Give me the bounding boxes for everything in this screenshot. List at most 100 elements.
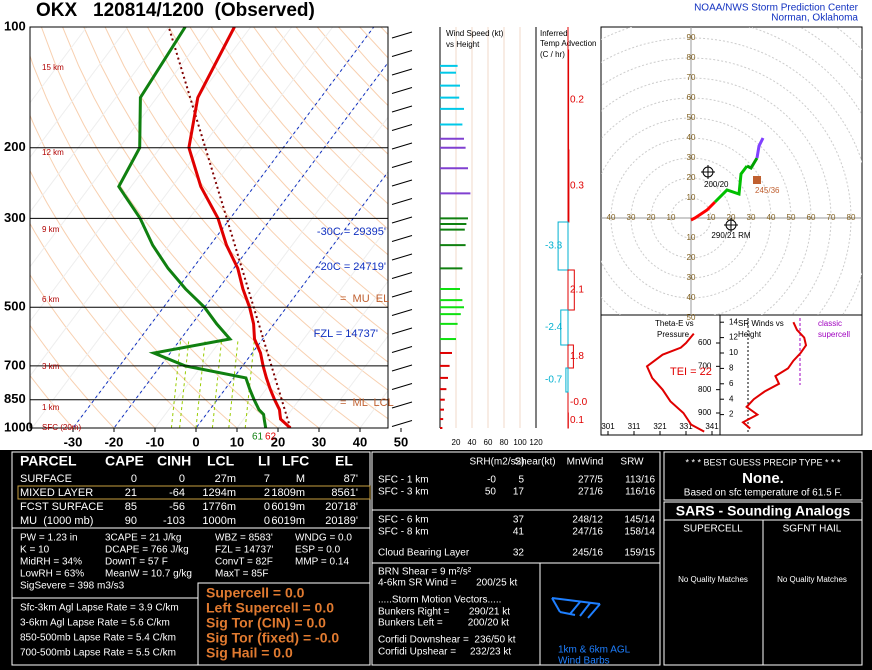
advection-label: 2.1: [570, 285, 584, 296]
advection-label: -0.7: [545, 375, 563, 386]
height-label: SFC (20m): [42, 423, 81, 432]
temp-tick-label: 50: [394, 434, 408, 449]
advection-label: 0.2: [570, 95, 584, 106]
temp-tick-label: -20: [105, 434, 124, 449]
kin-shear: 41: [513, 527, 525, 538]
dry-adiabat: [104, 27, 388, 363]
annotation: -20C = 24719': [317, 261, 386, 273]
sars-column: SGFNT HAIL: [783, 524, 842, 535]
parcel-cell: 1294m: [202, 487, 236, 499]
advection-bar: [567, 49, 570, 151]
wind-subtitle: vs Height: [446, 40, 480, 49]
precip-panel: [663, 451, 863, 501]
label: supercell: [818, 330, 850, 339]
precip-note: Based on sfc temperature of 61.5 F.: [684, 488, 842, 499]
param: SigSevere = 398 m3/s3: [20, 581, 125, 592]
isotherm: [30, 27, 129, 159]
param: ESP = 0.0: [295, 545, 341, 556]
wind-tick-label: 20: [452, 438, 461, 447]
param: PW = 1.23 in: [20, 533, 78, 544]
param: K = 10: [20, 545, 50, 556]
hodo-y-label: 90: [687, 33, 696, 42]
parcel-cell: 85: [125, 501, 137, 513]
param: MaxT = 85F: [215, 569, 268, 580]
hodo-label: 245/36: [755, 186, 780, 195]
kin-mnwind: 248/12: [572, 515, 603, 526]
srwind-frame: [719, 314, 863, 436]
parcel-header: LFC: [282, 453, 309, 469]
barb-stem: [391, 253, 413, 261]
wind-tick-label: 40: [468, 438, 477, 447]
temp-tick-label: -30: [64, 434, 83, 449]
parcel-cell: 1000m: [202, 515, 236, 527]
hodo-x-label: 80: [847, 213, 856, 222]
hodo-y-label: 70: [687, 73, 696, 82]
composite: Sig Tor (fixed) = -0.0: [206, 630, 339, 646]
temperature-profile: [187, 27, 292, 428]
kin-other: Corfidi Upshear = 232/23 kt: [378, 647, 511, 658]
wind-tick-label: 80: [500, 438, 509, 447]
isotherm: [277, 280, 388, 428]
pressure-tick-label: 850: [4, 391, 26, 406]
kin-other: Corfidi Downshear = 236/50 kt: [378, 635, 516, 646]
sr-y-label: 12: [729, 333, 738, 342]
hodo-x-label: 30: [747, 213, 756, 222]
hodo-trace: [746, 157, 759, 170]
dry-adiabat: [83, 27, 388, 391]
mixing-ratio: [170, 338, 182, 428]
temp-tick-label: 30: [312, 434, 326, 449]
kin-srh: 50: [485, 487, 497, 498]
lapse-rate: 700-500mb Lapse Rate = 5.5 C/km: [20, 648, 176, 659]
advection-label: 0.3: [570, 181, 584, 192]
parcel-header: EL: [335, 453, 353, 469]
kin-mnwind: 271/6: [578, 487, 603, 498]
parcel-cell: 20189': [325, 515, 358, 527]
theta-y-label: 600: [698, 338, 712, 347]
theta-x-label: 301: [601, 422, 615, 431]
mixing-ratio: [228, 338, 239, 428]
param: MeanW = 10.7 g/kg: [105, 569, 192, 580]
kinematic-panel: [371, 451, 661, 666]
parcel-header: LCL: [207, 453, 235, 469]
parcel-cell: 90: [125, 515, 137, 527]
kin-layer: Cloud Bearing Layer: [378, 548, 470, 559]
hodo-y-label: 50: [687, 313, 696, 322]
hodo-x-label: 20: [727, 213, 736, 222]
label: Pressure: [657, 330, 690, 339]
label: Height: [738, 330, 762, 339]
sr-y-label: 10: [729, 348, 738, 357]
sr-profile: [741, 321, 808, 430]
param: ConvT = 82F: [215, 557, 273, 568]
lapse-rate: 3-6km Agl Lapse Rate = 5.6 C/km: [20, 618, 170, 629]
dry-adiabat: [210, 27, 388, 230]
hodo-x-label: 30: [627, 213, 636, 222]
skewt-frame: [29, 26, 389, 429]
annotation: = MU EL: [340, 293, 389, 305]
hodo-trace: [690, 200, 717, 222]
kin-mnwind: 247/16: [572, 527, 603, 538]
parcel-cell: FCST SURFACE: [20, 501, 104, 513]
lapse-rate: Sfc-3km Agl Lapse Rate = 3.9 C/km: [20, 603, 179, 614]
hodo-x-label: 20: [647, 213, 656, 222]
param: 3CAPE = 21 J/kg: [105, 533, 181, 544]
label: SR Winds vs: [738, 319, 784, 328]
wind-tick-label: 120: [529, 438, 543, 447]
parcel-cell: -103: [163, 515, 185, 527]
label: classic: [818, 319, 842, 328]
advection-label: -3.3: [545, 241, 563, 252]
barb-note: Wind Barbs: [558, 656, 610, 667]
sars-match: No Quality Matches: [777, 575, 847, 584]
hodo-x-label: 10: [667, 213, 676, 222]
parcel-cell: 1809m: [271, 487, 305, 499]
param: DownT = 57 F: [105, 557, 168, 568]
isotherm: [154, 116, 388, 428]
advection-bar: [567, 149, 570, 223]
parcel-cell: -56: [169, 501, 185, 513]
kin-srw: 113/16: [625, 475, 655, 486]
theta-x-label: 311: [628, 422, 641, 431]
barb-stem: [391, 401, 413, 409]
hodo-y-label: 60: [687, 93, 696, 102]
hodo-x-label: 40: [607, 213, 616, 222]
parcel-header: LI: [258, 453, 270, 469]
barb-stem: [391, 364, 413, 372]
